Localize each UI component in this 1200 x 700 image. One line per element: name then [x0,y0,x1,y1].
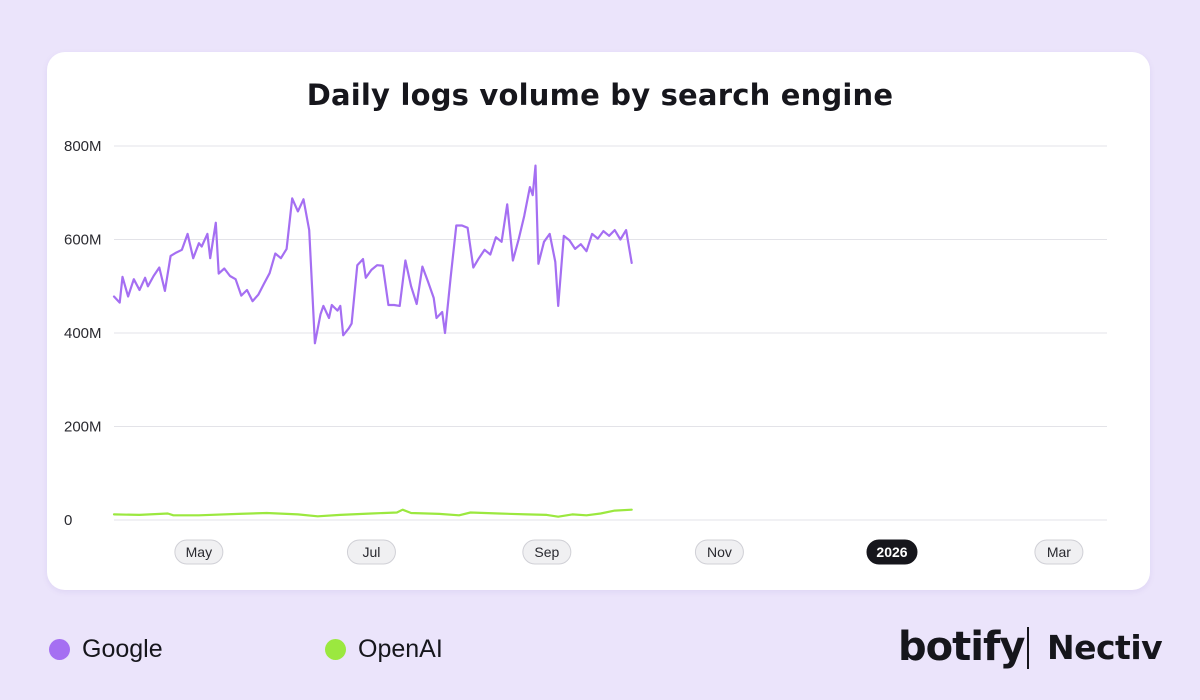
y-tick-label: 400M [64,325,102,342]
legend-item-google[interactable]: Google [49,634,163,664]
x-tick-pill [174,539,224,565]
legend-swatch-google [49,638,70,660]
legend-label-openai: OpenAI [358,634,443,663]
legend-label-google: Google [82,634,163,663]
y-tick-label: 600M [64,232,102,249]
y-tick-label: 0 [64,512,72,529]
y-tick-label: 800M [64,138,102,155]
x-tick-pill [866,539,918,565]
series-line-google [112,164,633,345]
x-tick-label: Sep [534,544,559,560]
x-tick-label: Jul [362,544,380,560]
x-tick-pill [522,539,572,565]
x-tick-2026: 2026 [866,539,918,565]
x-tick-pill [1034,539,1084,565]
x-tick-mar: Mar [1034,539,1084,565]
x-tick-label: Mar [1047,544,1071,560]
series-line-openai [112,508,633,518]
x-tick-jul: Jul [346,539,396,565]
legend-item-openai[interactable]: OpenAI [325,634,443,664]
chart-title: Daily logs volume by search engine [306,78,894,112]
x-tick-pill [694,539,744,565]
logo-divider [1027,627,1029,669]
x-tick-label: May [186,544,212,560]
chart-card [47,52,1150,590]
legend-swatch-openai [325,638,346,660]
x-tick-label: Nov [707,544,732,560]
y-tick-label: 200M [64,419,102,436]
x-tick-pill [346,539,396,565]
nectiv-logo: Nectiv [1047,627,1163,667]
botify-logo: botify [898,624,1025,670]
x-tick-nov: Nov [694,539,744,565]
x-tick-may: May [174,539,224,565]
x-tick-label: 2026 [876,544,907,560]
x-tick-sep: Sep [522,539,572,565]
